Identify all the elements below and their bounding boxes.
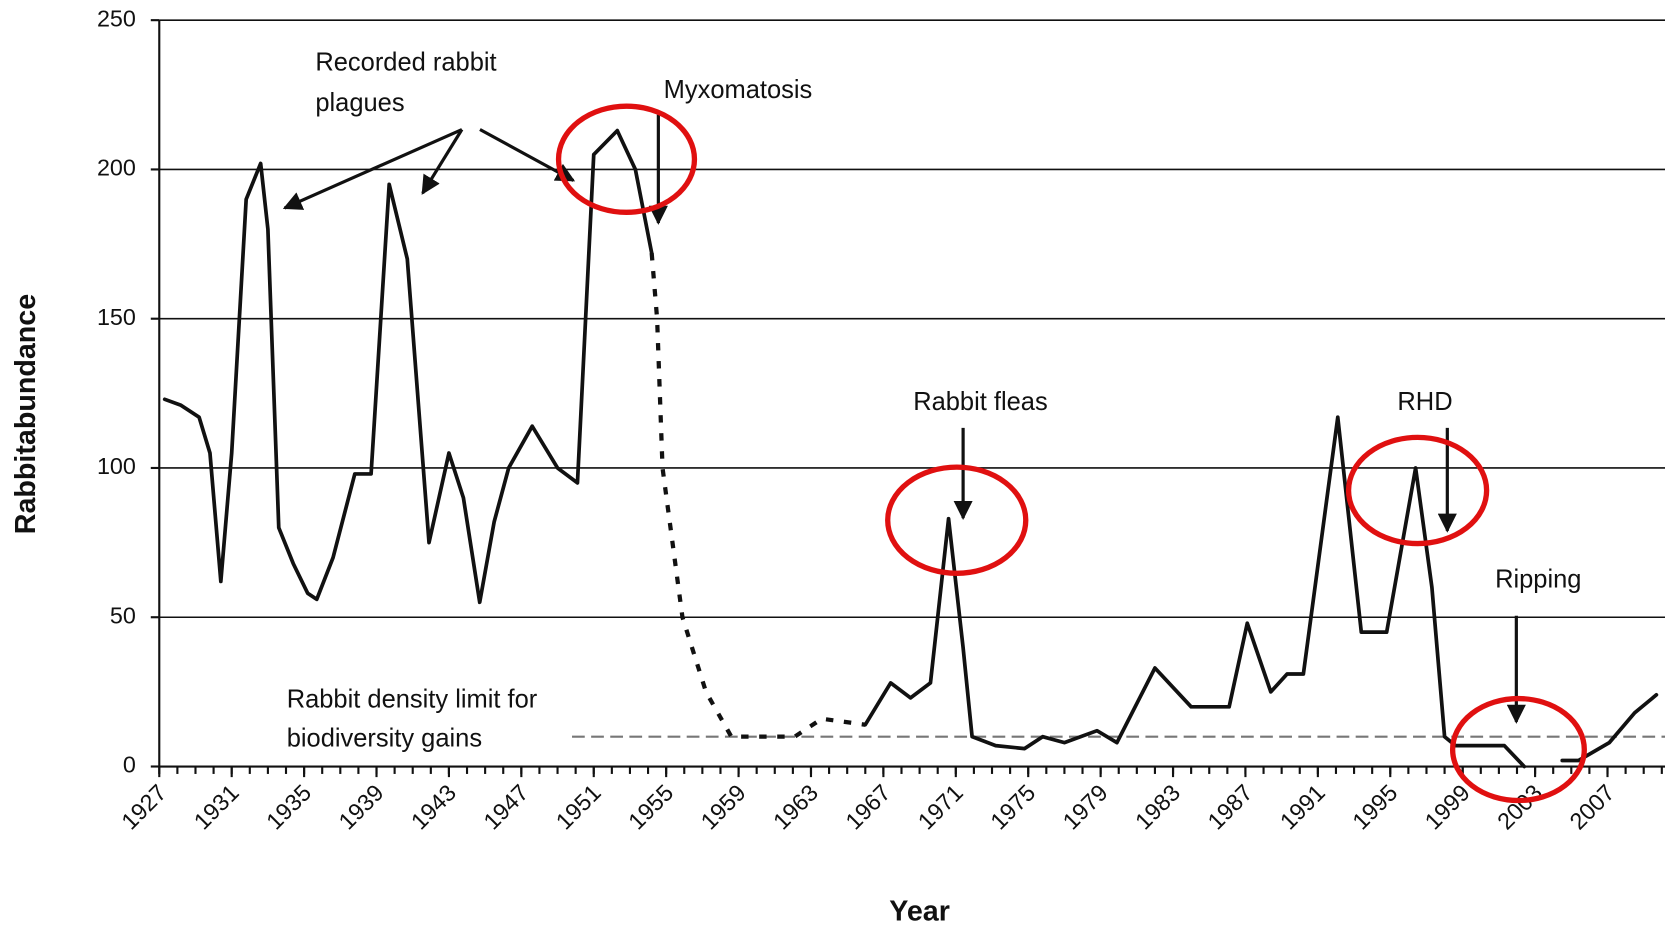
x-tick-label: 1999 [1420,779,1475,834]
highlight-circle [885,464,1029,576]
annotation: RHD [1397,388,1452,416]
x-tick-label: 1939 [334,779,389,834]
annotation: Recorded rabbit [315,48,496,76]
y-tick-label: 200 [97,155,136,181]
x-tick-label: 1935 [261,779,316,834]
x-tick-label: 1975 [985,779,1040,834]
annotation: Rabbit fleas [913,388,1048,416]
x-tick-label: 1951 [551,779,606,834]
x-tick-label: 2007 [1565,779,1620,834]
annotation: Ripping [1495,565,1581,593]
highlight-circle [1345,434,1490,547]
x-tick-label: 1947 [478,779,533,834]
x-tick-label: 1959 [696,779,751,834]
highlight-circle [555,103,698,215]
annotation-arrow [421,128,464,195]
x-tick-label: 1971 [913,779,968,834]
x-tick-label: 1991 [1275,779,1330,834]
x-tick-label: 2003 [1492,779,1547,834]
x-tick-label: 1931 [189,779,244,834]
annotation: plagues [315,89,404,117]
annotation-arrow [282,128,463,210]
x-axis-label: Year [889,896,950,928]
x-tick-label: 1967 [840,779,895,834]
annotation: Myxomatosis [664,76,813,104]
y-tick-label: 150 [97,304,136,330]
y-tick-label: 50 [110,602,136,628]
x-tick-label: 1963 [768,779,823,834]
x-tick-label: 1983 [1130,779,1185,834]
data-line [1560,693,1659,763]
x-tick-label: 1943 [406,779,461,834]
y-tick-label: 0 [123,752,136,778]
x-tick-label: 1927 [116,779,171,834]
x-tick-label: 1987 [1202,779,1257,834]
y-tick-label: 100 [97,453,136,479]
x-tick-label: 1979 [1058,779,1113,834]
data-line [649,252,866,739]
x-tick-label: 1955 [623,779,678,834]
y-tick-label: 250 [97,5,136,31]
highlight-circle [1449,695,1587,804]
data-line [162,128,654,605]
threshold-label: biodiversity gains [287,725,482,753]
data-line [863,415,1527,769]
threshold-label: Rabbit density limit for [287,685,538,713]
x-tick-label: 1995 [1347,779,1402,834]
y-axis-label: Rabbitabundance [10,294,42,534]
